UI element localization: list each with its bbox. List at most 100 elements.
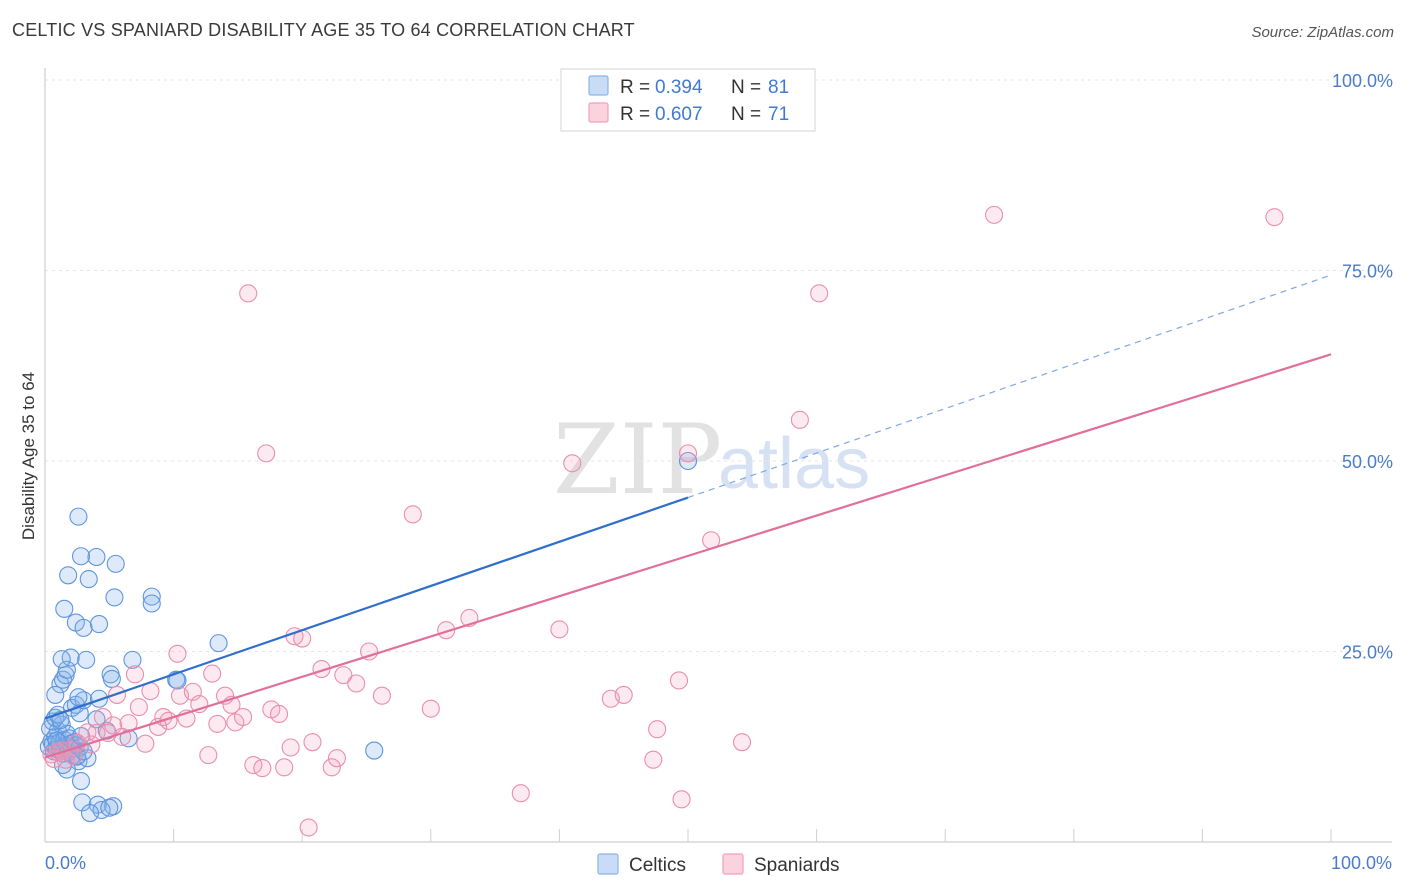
spaniards-point (985, 205, 1004, 224)
celtics-point (102, 669, 121, 688)
spaniards-point (678, 444, 698, 463)
celtics-point (74, 618, 93, 637)
spaniards-point (303, 733, 322, 752)
stats-legend: R = 0.394 N = 81 R = 0.607 N = 71 (560, 68, 816, 132)
celtics-point (100, 798, 119, 817)
spaniards-point (327, 749, 346, 768)
spaniards-point (136, 734, 155, 753)
spaniards-point (550, 620, 569, 639)
celtics-point (209, 634, 228, 653)
spaniards-point (281, 738, 300, 757)
legend-item-celtics-swatch[interactable] (597, 853, 619, 875)
celtics-point (142, 594, 161, 613)
series-legend: Celtics Spaniards (597, 853, 840, 876)
spaniards-point (421, 699, 440, 718)
celtics-point (52, 650, 71, 669)
chart-title: CELTIC VS SPANIARD DISABILITY AGE 35 TO … (12, 20, 635, 40)
spaniards-point (334, 666, 353, 685)
spaniards-point (511, 784, 530, 803)
spaniards-point (403, 505, 422, 524)
celtics-point (77, 650, 96, 669)
spaniards-point (1265, 208, 1284, 227)
spaniards-point (790, 410, 809, 429)
spaniards-point (437, 621, 456, 640)
spaniards-point (644, 750, 663, 769)
celtics-point (142, 587, 161, 606)
spaniards-point (347, 674, 366, 693)
celtics-trend-extension (687, 274, 1332, 499)
y-tick-label: 25.0% (1342, 643, 1393, 663)
spaniards-point (203, 664, 222, 683)
legend-n-label: N = (731, 77, 761, 98)
celtics-point (123, 650, 142, 669)
spaniards-point (732, 733, 752, 752)
legend-r-value-celtics: 0.394 (655, 77, 703, 98)
trend-lines (44, 274, 1332, 759)
spaniards-trend-line (44, 353, 1332, 759)
y-tick-labels: 25.0% 50.0% 75.0% 100.0% (1332, 71, 1393, 663)
celtics-point (46, 685, 65, 704)
spaniards-point (669, 671, 689, 690)
celtics-point (71, 547, 91, 566)
legend-swatch-spaniards (588, 102, 609, 123)
spaniards-point (125, 665, 145, 684)
spaniards-point (372, 686, 391, 705)
celtics-point (87, 547, 106, 567)
legend-r-label: R = (620, 77, 650, 98)
spaniards-point (563, 454, 582, 473)
celtics-point (55, 599, 74, 618)
celtics-point (80, 803, 100, 823)
legend-item-spaniards-label[interactable]: Spaniards (754, 855, 840, 876)
watermark: ZIP atlas (553, 404, 870, 516)
celtics-point (678, 451, 698, 471)
spaniards-point (322, 758, 341, 777)
spaniards-point (614, 685, 633, 704)
y-axis-title: Disability Age 35 to 64 (19, 372, 38, 540)
spaniards-point (208, 714, 227, 733)
celtics-point (105, 588, 124, 607)
celtics-point (79, 570, 98, 589)
spaniards-point (233, 707, 253, 727)
celtics-point (59, 566, 78, 585)
legend-r-label: R = (620, 104, 650, 125)
x-tick-label-max: 100.0% (1331, 853, 1392, 873)
spaniards-point (672, 790, 691, 809)
spaniards-point (253, 759, 272, 778)
spaniards-point (648, 720, 667, 739)
legend-swatch-celtics (588, 75, 609, 96)
legend-r-value-spaniards: 0.607 (655, 104, 703, 125)
celtics-point (47, 731, 66, 750)
spaniards-point (199, 746, 218, 765)
celtics-point (61, 648, 80, 667)
spaniards-point (168, 644, 187, 663)
spaniards-point (239, 284, 258, 303)
y-tick-label: 75.0% (1342, 262, 1393, 282)
series-spaniards-points (42, 205, 1284, 837)
celtics-point (71, 771, 91, 791)
watermark-atlas: atlas (718, 424, 870, 504)
y-tick-label: 100.0% (1332, 71, 1393, 91)
legend-n-value-spaniards: 71 (768, 104, 789, 125)
legend-item-spaniards-swatch[interactable] (722, 853, 744, 875)
x-tick-label-min: 0.0% (45, 853, 86, 873)
legend-item-celtics-label[interactable]: Celtics (629, 855, 686, 876)
spaniards-point (810, 284, 829, 303)
gridlines (45, 79, 1392, 652)
y-tick-label: 50.0% (1342, 452, 1393, 472)
source-label: Source: ZipAtlas.com (1251, 24, 1394, 41)
celtics-point (69, 688, 88, 707)
celtics-trend-line (44, 496, 689, 720)
legend-n-label: N = (731, 104, 761, 125)
x-tick-marks (44, 829, 1332, 842)
legend-n-value-celtics: 81 (768, 77, 789, 98)
spaniards-point (270, 704, 289, 724)
spaniards-point (360, 642, 379, 661)
celtics-point (119, 729, 138, 748)
celtics-point (365, 741, 384, 760)
celtics-point (89, 689, 109, 708)
celtics-point (69, 507, 88, 526)
spaniards-point (129, 698, 148, 717)
spaniards-point (275, 758, 294, 777)
celtics-point (89, 615, 109, 634)
